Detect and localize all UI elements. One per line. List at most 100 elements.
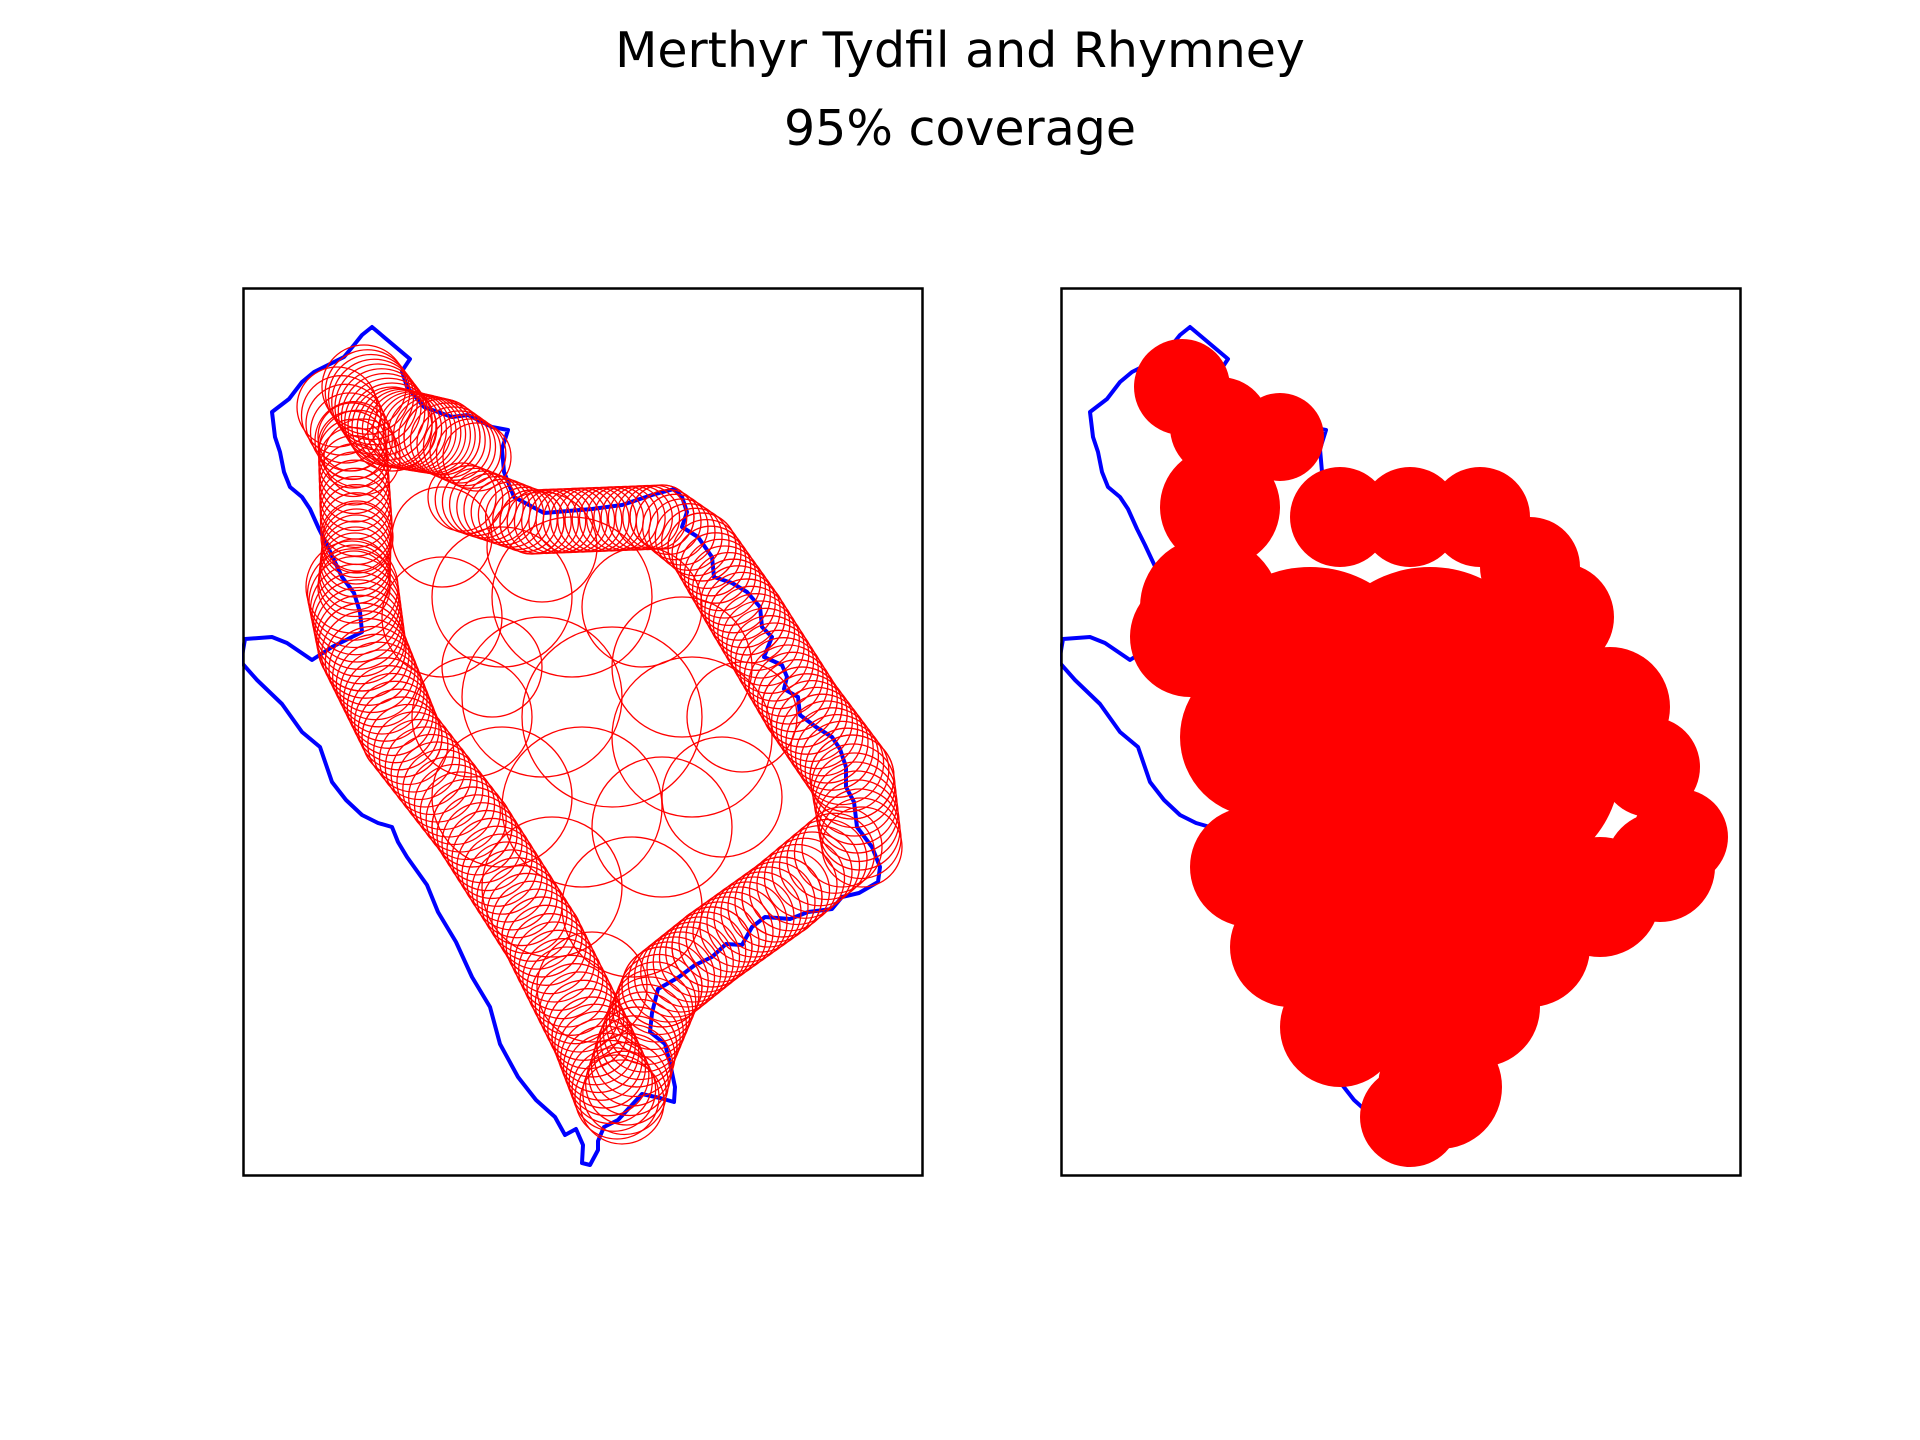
coverage-circle: [775, 686, 859, 770]
boundary-outline: [242, 325, 882, 1167]
coverage-circle: [390, 733, 472, 816]
coverage-circle: [739, 629, 819, 710]
coverage-circle: [642, 493, 709, 561]
coverage-circle: [378, 718, 461, 801]
filled-coverage-map: [1060, 287, 1742, 1177]
coverage-circle: [611, 656, 773, 818]
coverage-circle: [713, 876, 795, 958]
coverage-circle: [596, 1006, 678, 1088]
coverage-circle: [748, 644, 829, 725]
coverage-circle: [331, 358, 418, 446]
coverage-circle: [536, 931, 648, 1043]
coverage-circle: [761, 666, 843, 748]
coverage-circle: [667, 512, 737, 582]
coverage-circle: [708, 578, 786, 656]
coverage-circle: [441, 616, 543, 718]
coverage-circle: [748, 850, 831, 932]
coverage-circle: [720, 871, 802, 953]
coverage-circle: [361, 696, 443, 778]
coverage-circle: [431, 786, 513, 868]
circle-outline-map: [242, 287, 924, 1177]
coverage-circle: [461, 616, 623, 778]
coverage-circle: [470, 478, 538, 546]
coverage-circle: [717, 593, 796, 671]
coverage-circle: [568, 1039, 653, 1125]
coverage-circle: [509, 913, 591, 995]
coverage-circle: [411, 656, 533, 778]
coverage-circle: [350, 672, 434, 757]
coverage-disc: [1290, 467, 1390, 567]
coverage-circle: [654, 503, 723, 571]
coverage-circle: [704, 571, 781, 649]
coverage-circle: [431, 726, 573, 868]
coverage-circle: [699, 886, 781, 968]
figure-subtitle: 95% coverage: [784, 100, 1136, 157]
coverage-circle: [756, 843, 838, 926]
axes-frame: [1060, 287, 1742, 1177]
coverage-disc: [1360, 1067, 1460, 1167]
coverage-circle: [476, 857, 558, 939]
coverage-circle: [665, 911, 747, 993]
coverage-circle: [706, 881, 788, 963]
coverage-circle: [354, 680, 437, 764]
coverage-circle: [491, 880, 573, 962]
coverage-circle: [425, 778, 507, 861]
coverage-circle: [451, 817, 533, 900]
coverage-circle: [661, 736, 783, 858]
coverage-circle: [591, 756, 733, 898]
coverage-circle: [611, 968, 694, 1051]
coverage-circle: [778, 825, 861, 907]
coverage-circle: [611, 596, 753, 738]
figure-title: Merthyr Tydfil and Rhymney: [615, 22, 1305, 79]
coverage-circle: [785, 700, 869, 784]
coverage-circle: [501, 896, 583, 978]
coverage-circle: [686, 661, 798, 773]
coverage-circle: [513, 921, 596, 1003]
coverage-circle: [671, 906, 753, 988]
coverage-circle: [734, 861, 816, 943]
coverage-circle: [521, 626, 703, 808]
coverage-circle: [446, 809, 528, 892]
coverage-circle: [801, 806, 883, 888]
coverage-circle: [456, 825, 538, 907]
axes-frame: [242, 287, 924, 1177]
coverage-circle: [530, 954, 612, 1036]
coverage-disc: [1350, 877, 1530, 1057]
coverage-circle: [780, 693, 864, 777]
coverage-circle: [771, 831, 853, 913]
coverage-circle: [786, 818, 868, 901]
coverage-circle: [741, 856, 823, 938]
coverage-circle: [419, 771, 501, 853]
coverage-circle: [481, 816, 623, 958]
coverage-disc: [1360, 467, 1460, 567]
coverage-circle: [812, 752, 897, 837]
coverage-disc: [1180, 657, 1340, 817]
coverage-circle: [339, 649, 425, 735]
coverage-circle: [593, 1015, 676, 1098]
coverage-circle: [466, 841, 548, 923]
coverage-circle: [579, 1059, 665, 1145]
coverage-circle: [384, 726, 466, 808]
coverage-circle: [658, 916, 741, 998]
coverage-circle: [305, 383, 386, 464]
coverage-circle: [461, 833, 543, 915]
coverage-circle: [343, 657, 428, 742]
coverage-circle: [804, 727, 890, 813]
coverage-circle: [726, 607, 805, 687]
coverage-circle: [721, 600, 800, 679]
coverage-circle: [756, 659, 838, 740]
coverage-circle: [422, 410, 497, 484]
coverage-circle: [727, 866, 809, 948]
coverage-circle: [491, 516, 653, 678]
filled-coverage-panel: [1060, 287, 1742, 1177]
coverage-circle: [752, 651, 834, 733]
coverage-circle: [486, 491, 598, 603]
coverage-circle: [327, 353, 415, 441]
coverage-circle: [730, 615, 810, 694]
coverage-circle: [646, 926, 728, 1008]
coverage-circle: [522, 938, 604, 1020]
coverage-circle: [442, 422, 512, 492]
coverage-circles: [296, 344, 903, 1145]
coverage-circle: [471, 849, 553, 931]
